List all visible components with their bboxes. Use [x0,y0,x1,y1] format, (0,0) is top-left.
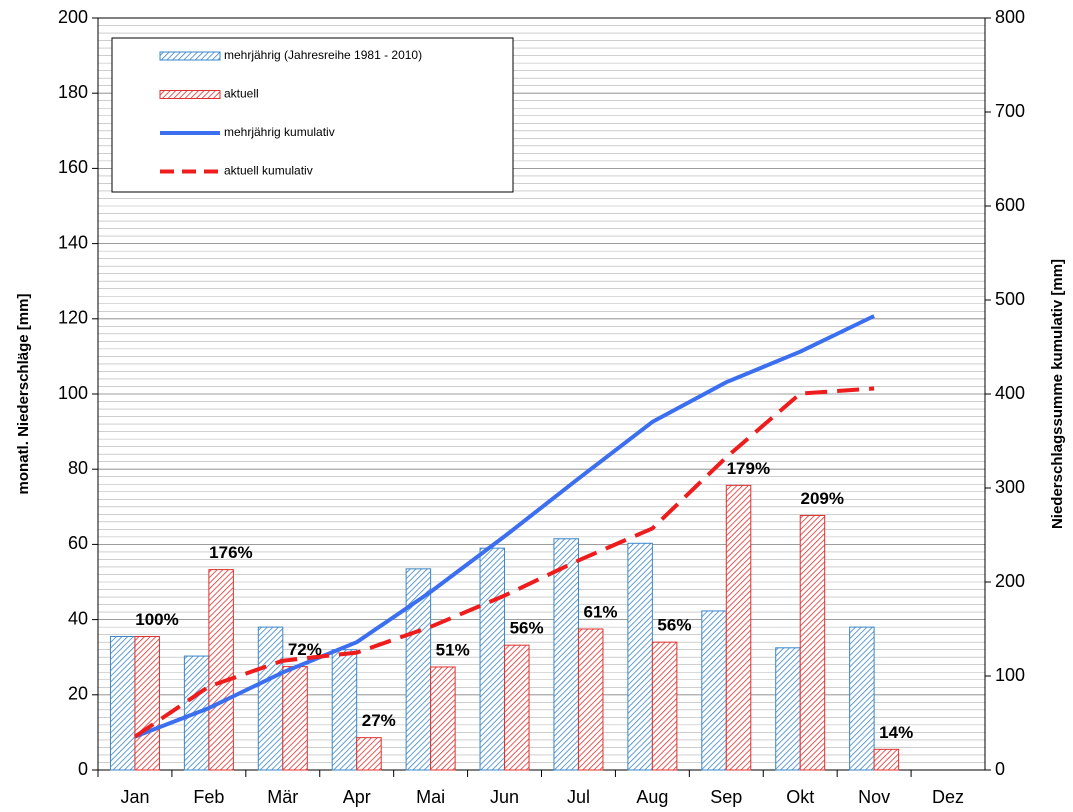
bar [799,514,826,771]
bar [701,610,727,771]
y-tick-label: 40 [68,608,88,628]
y-axis-title: monatl. Niederschläge [mm] [15,294,32,495]
legend-box [111,37,514,193]
x-tick-label: Mär [267,787,298,807]
bar [651,641,678,771]
percent-label: 27% [362,711,396,730]
x-tick-label: Feb [193,787,224,807]
y-tick-label: 120 [58,308,88,328]
x-tick-label: Jan [120,787,149,807]
y2-tick-label: 500 [995,289,1025,309]
bar [208,569,234,771]
y-tick-label: 0 [78,759,88,779]
y-tick-label: 80 [68,458,88,478]
legend: mehrjährig (Jahresreihe 1981 - 2010) aktu… [111,37,514,193]
percent-label: 100% [135,610,178,629]
x-tick-label: Okt [786,787,814,807]
line-series [133,386,875,739]
legend-swatch [159,90,221,99]
y-tick-label: 200 [58,7,88,27]
x-tick-label: Jul [567,787,590,807]
bar [134,636,160,771]
legend-label: mehrjährig kumulativ [224,125,335,139]
y-tick-label: 20 [68,684,88,704]
bar [331,649,358,771]
bar [553,538,579,771]
percent-label: 51% [436,640,470,659]
bar [849,626,875,771]
y-tick-label: 160 [58,157,88,177]
y-tick-label: 140 [58,232,88,252]
bar [873,748,900,771]
x-tick-label: Mai [416,787,445,807]
bar [430,666,456,771]
percent-label: 176% [209,543,252,562]
x-tick-label: Dez [932,787,964,807]
line-series [134,314,875,739]
y2-tick-label: 600 [995,195,1025,215]
y2-tick-label: 800 [995,7,1025,27]
y2-tick-label: 200 [995,571,1025,591]
percent-label: 209% [801,489,844,508]
x-tick-label: Jun [490,787,519,807]
legend-label: aktuell [224,87,259,101]
bar [282,666,308,771]
y2-tick-label: 100 [995,665,1025,685]
bar [356,737,382,771]
bar [725,484,752,771]
bar [479,547,506,771]
bar [627,542,653,771]
legend-label: mehrjährig (Jahresreihe 1981 - 2010) [224,48,422,62]
y2-tick-label: 700 [995,101,1025,121]
y-tick-label: 180 [58,82,88,102]
y2-axis-title: Niederschlagssumme kumulativ [mm] [1049,259,1066,529]
percent-label: 179% [727,459,770,478]
legend-swatch [159,51,221,61]
bar [109,636,136,771]
x-tick-label: Sep [710,787,742,807]
bar [775,647,801,771]
bar [257,626,284,771]
x-tick-label: Aug [636,787,668,807]
percent-label: 14% [879,723,913,742]
y-tick-label: 60 [68,533,88,553]
y2-tick-label: 400 [995,383,1025,403]
y2-tick-label: 300 [995,477,1025,497]
x-tick-label: Apr [343,787,371,807]
percent-label: 56% [510,619,544,638]
y2-tick-label: 0 [995,759,1005,779]
bar [504,644,530,771]
percent-label: 72% [288,640,322,659]
bar [577,628,604,771]
y-tick-label: 100 [58,383,88,403]
percent-label: 61% [583,602,617,621]
percent-label: 56% [657,616,691,635]
x-tick-label: Nov [858,787,890,807]
legend-label: aktuell kumulativ [224,164,313,178]
